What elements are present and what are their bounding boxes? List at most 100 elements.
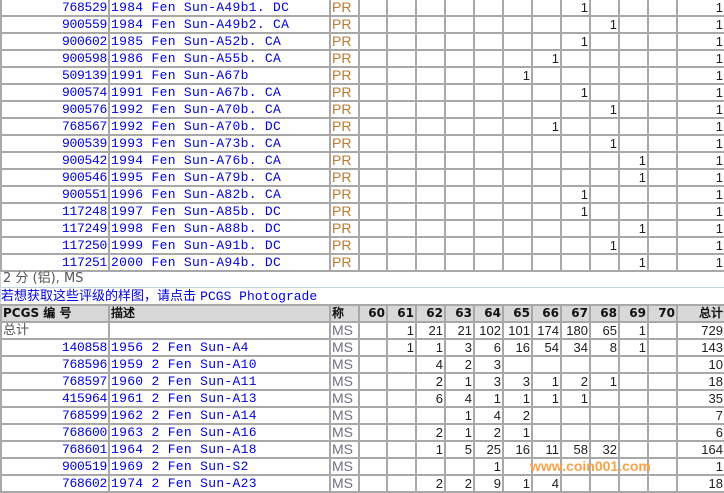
- table-row: 117251 2000 Fen Sun-A94b. DC PR 1 1: [0, 253, 724, 272]
- grade-count-63: [444, 185, 475, 204]
- pcgs-number-link[interactable]: 900546: [0, 168, 110, 187]
- pcgs-number-link[interactable]: 117249: [0, 219, 110, 238]
- coin-description-link[interactable]: 1956 2 Fen Sun-A4: [108, 338, 331, 357]
- grade-count-67: [560, 355, 591, 374]
- row-total: 1: [676, 236, 724, 255]
- coin-description-link[interactable]: 1984 Fen Sun-A49b1. DC: [108, 0, 331, 17]
- summary-label: 总计: [0, 321, 110, 340]
- grade-count-70: [647, 202, 678, 221]
- coin-description-link[interactable]: 1959 2 Fen Sun-A10: [108, 355, 331, 374]
- pcgs-number-link[interactable]: 900576: [0, 100, 110, 119]
- pcgs-number-link[interactable]: 117250: [0, 236, 110, 255]
- grade-count-64: [473, 49, 504, 68]
- coin-description-link[interactable]: 1985 Fen Sun-A52b. CA: [108, 32, 331, 51]
- grade-count-69: [618, 185, 649, 204]
- grade-count-68: [589, 117, 620, 136]
- grade-count-66: [531, 83, 562, 102]
- pcgs-number-link[interactable]: 415964: [0, 389, 110, 408]
- pcgs-number-link[interactable]: 900574: [0, 83, 110, 102]
- grade-count-63: [444, 253, 475, 272]
- grade-count-69: [618, 83, 649, 102]
- pcgs-number-link[interactable]: 768597: [0, 372, 110, 391]
- pcgs-number-link[interactable]: 768529: [0, 0, 110, 17]
- coin-description-link[interactable]: 1993 Fen Sun-A73b. CA: [108, 134, 331, 153]
- grade-count-63: [444, 49, 475, 68]
- coin-description-link[interactable]: 1962 2 Fen Sun-A14: [108, 406, 331, 425]
- pcgs-number-link[interactable]: 768599: [0, 406, 110, 425]
- grade-count-60: [358, 389, 388, 408]
- coin-description-link[interactable]: 1991 Fen Sun-A67b: [108, 66, 331, 85]
- grade-count-62: [415, 168, 446, 187]
- pcgs-number-link[interactable]: 900539: [0, 134, 110, 153]
- pcgs-number-link[interactable]: 900519: [0, 457, 110, 476]
- grade-count-67: [560, 15, 591, 34]
- pcgs-number-link[interactable]: 900598: [0, 49, 110, 68]
- row-total: 35: [676, 389, 724, 408]
- grade-count-62: 2: [415, 474, 446, 493]
- table-row: 900602 1985 Fen Sun-A52b. CA PR 1 1: [0, 32, 724, 51]
- coin-description-link[interactable]: 1997 Fen Sun-A85b. DC: [108, 202, 331, 221]
- pcgs-number-link[interactable]: 768600: [0, 423, 110, 442]
- coin-description-link[interactable]: 1991 Fen Sun-A67b. CA: [108, 83, 331, 102]
- pcgs-number-link[interactable]: 768567: [0, 117, 110, 136]
- coin-description-link[interactable]: 2000 Fen Sun-A94b. DC: [108, 253, 331, 272]
- table-row: 768597 1960 2 Fen Sun-A11 MS 2 1 3 3 1 2 1 18: [0, 372, 724, 391]
- grade-count-65: 16: [502, 440, 533, 459]
- pcgs-number-link[interactable]: 768602: [0, 474, 110, 493]
- pcgs-number-link[interactable]: 900551: [0, 185, 110, 204]
- coin-description-link[interactable]: 1963 2 Fen Sun-A16: [108, 423, 331, 442]
- grade-designation: PR: [329, 202, 360, 221]
- grade-count-68: [589, 474, 620, 493]
- table-row: 900542 1994 Fen Sun-A76b. CA PR 1 1: [0, 151, 724, 170]
- coin-description-link[interactable]: 1964 2 Fen Sun-A18: [108, 440, 331, 459]
- pcgs-number-link[interactable]: 768601: [0, 440, 110, 459]
- photograde-link-text[interactable]: PCGS Photograde: [200, 289, 318, 304]
- coin-description-link[interactable]: 1992 Fen Sun-A70b. CA: [108, 100, 331, 119]
- pcgs-number-link[interactable]: 768596: [0, 355, 110, 374]
- coin-description-link[interactable]: 1961 2 Fen Sun-A13: [108, 389, 331, 408]
- grade-count-70: [647, 49, 678, 68]
- grade-count-67: [560, 474, 591, 493]
- grade-designation: PR: [329, 253, 360, 272]
- grade-designation: MS: [329, 389, 360, 408]
- coin-description-link[interactable]: 1996 Fen Sun-A82b. CA: [108, 185, 331, 204]
- grade-count-64: [473, 0, 504, 17]
- coin-description-link[interactable]: 1995 Fen Sun-A79b. CA: [108, 168, 331, 187]
- grade-count-64: [473, 117, 504, 136]
- grade-count-60: [358, 185, 388, 204]
- summary-grade: MS: [329, 321, 360, 340]
- pcgs-number-link[interactable]: 117248: [0, 202, 110, 221]
- table-row: 117250 1999 Fen Sun-A91b. DC PR 1 1: [0, 236, 724, 255]
- grade-count-63: [444, 457, 475, 476]
- pcgs-number-link[interactable]: 117251: [0, 253, 110, 272]
- coin-description-link[interactable]: 1994 Fen Sun-A76b. CA: [108, 151, 331, 170]
- grade-count-69: [618, 440, 649, 459]
- coin-description-link[interactable]: 1960 2 Fen Sun-A11: [108, 372, 331, 391]
- table-row: 900546 1995 Fen Sun-A79b. CA PR 1 1: [0, 168, 724, 187]
- pcgs-number-link[interactable]: 900542: [0, 151, 110, 170]
- grade-count-68: [589, 253, 620, 272]
- grade-count-60: [358, 219, 388, 238]
- grade-count-70: [647, 440, 678, 459]
- pcgs-number-link[interactable]: 900559: [0, 15, 110, 34]
- grade-designation: PR: [329, 100, 360, 119]
- coin-description-link[interactable]: 1986 Fen Sun-A55b. CA: [108, 49, 331, 68]
- coin-description-link[interactable]: 1984 Fen Sun-A49b2. CA: [108, 15, 331, 34]
- grade-designation: PR: [329, 32, 360, 51]
- photograde-link[interactable]: 若想获取这些评级的样图，请点击 PCGS Photograde: [0, 288, 724, 305]
- coin-description-link[interactable]: 1974 2 Fen Sun-A23: [108, 474, 331, 493]
- summary-count-68: 65: [589, 321, 620, 340]
- pcgs-number-link[interactable]: 900602: [0, 32, 110, 51]
- coin-description-link[interactable]: 1999 Fen Sun-A91b. DC: [108, 236, 331, 255]
- pcgs-number-link[interactable]: 140858: [0, 338, 110, 357]
- grade-count-69: [618, 423, 649, 442]
- ms-section-header: 2 分 (铝), MS 若想获取这些评级的样图，请点击 PCGS Photogr…: [0, 270, 724, 304]
- table-row: 415964 1961 2 Fen Sun-A13 MS 6 4 1 1 1 1 35: [0, 389, 724, 408]
- coin-description-link[interactable]: 1969 2 Fen Sun-S2: [108, 457, 331, 476]
- grade-count-68: [589, 168, 620, 187]
- pcgs-number-link[interactable]: 509139: [0, 66, 110, 85]
- coin-description-link[interactable]: 1992 Fen Sun-A70b. DC: [108, 117, 331, 136]
- grade-count-66: [531, 236, 562, 255]
- coin-description-link[interactable]: 1998 Fen Sun-A88b. DC: [108, 219, 331, 238]
- grade-count-61: [386, 372, 417, 391]
